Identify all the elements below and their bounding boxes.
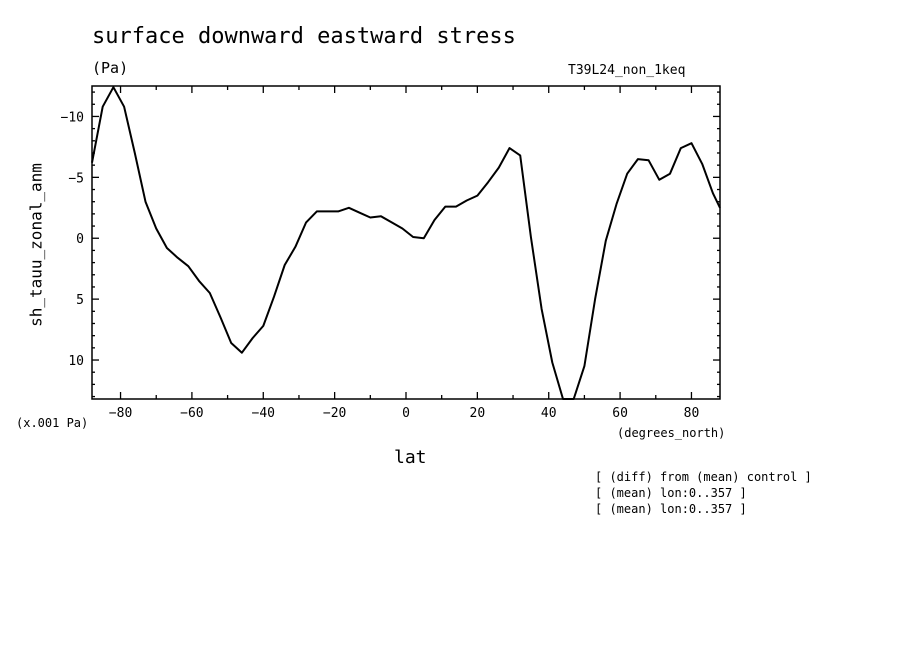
- note-line-2: [ (mean) lon:0..357 ]: [595, 486, 747, 500]
- x-tick-label: 60: [612, 406, 628, 421]
- chart-title: surface downward eastward stress: [92, 24, 516, 49]
- y-scale-note: (x.001 Pa): [16, 416, 89, 430]
- x-tick-label: −80: [109, 406, 132, 421]
- x-tick-label: −40: [252, 406, 275, 421]
- x-tick-label: 40: [541, 406, 557, 421]
- x-units-label: (degrees_north): [617, 426, 726, 440]
- axis-ticks: [92, 86, 720, 399]
- note-line-1: [ (diff) from (mean) control ]: [595, 470, 812, 484]
- x-tick-label: 20: [470, 406, 486, 421]
- run-id-label: T39L24_non_1keq: [568, 63, 686, 78]
- y-tick-label: 0: [76, 232, 84, 247]
- x-tick-label: 80: [684, 406, 700, 421]
- x-tick-label: −20: [323, 406, 346, 421]
- units-label: (Pa): [92, 59, 129, 77]
- y-tick-label: −10: [61, 110, 84, 125]
- plot-frame: [91, 85, 721, 400]
- axis-tick-labels: −80 −60 −40 −20 0 20 40 60 80 −10 −5 0 5 10: [61, 110, 700, 421]
- x-tick-label: −60: [180, 406, 203, 421]
- x-tick-label: 0: [402, 406, 410, 421]
- x-axis-title: lat: [394, 447, 427, 468]
- y-tick-label: −5: [68, 171, 84, 186]
- y-tick-label: 10: [68, 354, 84, 369]
- note-line-3: [ (mean) lon:0..357 ]: [595, 502, 747, 516]
- data-line: [91, 86, 721, 400]
- y-tick-label: 5: [76, 293, 84, 308]
